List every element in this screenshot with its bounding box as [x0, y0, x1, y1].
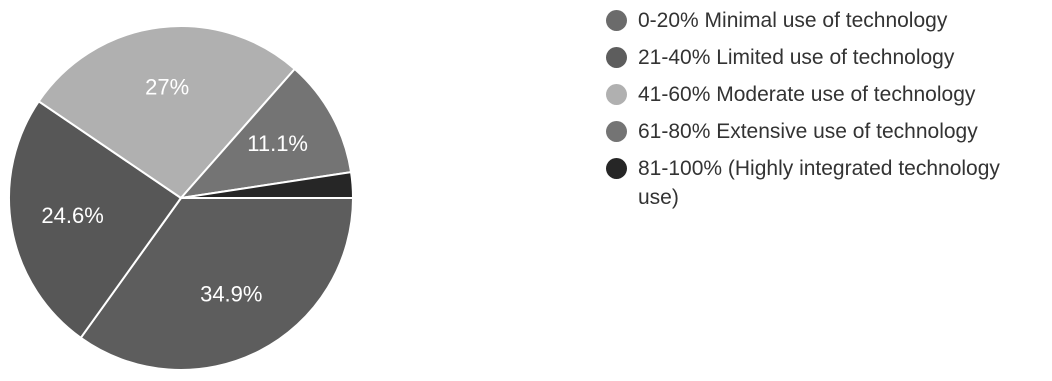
legend-swatch [606, 158, 627, 179]
pie-slice [8, 99, 183, 340]
pie-slice [79, 197, 355, 371]
pie-chart: 34.9% 24.6% 27% 11.1% [8, 25, 355, 371]
legend-label: 21-40% Limited use of technology [638, 46, 955, 69]
legend-item: 21-40% Limited use of technology [606, 43, 1046, 72]
pie-slice [178, 67, 353, 200]
legend-swatch [606, 47, 627, 68]
slice-label: 24.6% [41, 203, 103, 228]
legend-swatch [606, 121, 627, 142]
legend-item: 0-20% Minimal use of technology [606, 6, 1046, 35]
legend-label: 41-60% Moderate use of technology [638, 83, 976, 106]
legend-item: 81-100% (Highly integrated technology us… [606, 154, 1046, 212]
legend-item: 41-60% Moderate use of technology [606, 80, 1046, 109]
legend-label: 81-100% (Highly integrated technology us… [638, 157, 1000, 209]
chart-legend: 0-20% Minimal use of technology 21-40% L… [606, 6, 1046, 220]
legend-item: 61-80% Extensive use of technology [606, 117, 1046, 146]
legend-label: 0-20% Minimal use of technology [638, 9, 948, 32]
legend-label: 61-80% Extensive use of technology [638, 120, 978, 143]
legend-swatch [606, 84, 627, 105]
slice-label: 11.1% [247, 131, 308, 156]
pie-slice [180, 171, 355, 199]
slice-label: 27% [145, 75, 189, 100]
slice-label: 34.9% [200, 282, 262, 307]
pie-slice [37, 25, 297, 200]
legend-swatch [606, 10, 627, 31]
